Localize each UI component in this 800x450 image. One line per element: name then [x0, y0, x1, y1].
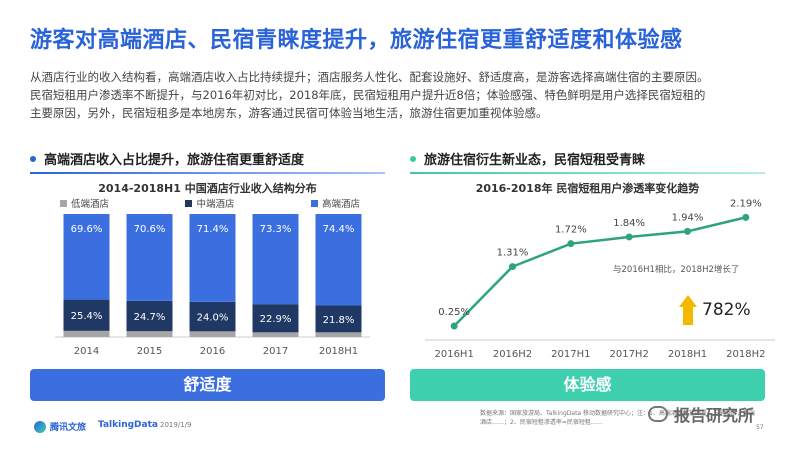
bullet-dot-icon: [410, 155, 416, 162]
left-section-heading-text: 高端酒店收入占比提升，旅游住宿更重舒适度: [44, 153, 305, 168]
right-section-heading: 旅游住宿衍生新业态，民宿短租受青睐: [410, 149, 645, 168]
intro-line-3: 主要原因，另外，民宿短租多是本地房东，游客通过民宿可体验当地生活，旅游住宿更加重…: [30, 106, 548, 120]
bar-data-label: 71.4%: [197, 224, 229, 235]
experience-banner: 体验感: [410, 369, 765, 401]
bar-segment: [189, 214, 236, 302]
growth-annotation: 与2016H1相比，2018H2增长了: [613, 265, 740, 275]
bar-data-label: 24.0%: [197, 313, 229, 324]
bar-segment: [252, 332, 299, 337]
line-data-label: 2.19%: [730, 198, 762, 209]
bar-segment: [63, 330, 110, 337]
bar-x-tick-label: 2016: [200, 346, 225, 357]
tencent-travel-logo: 腾讯文旅: [34, 420, 86, 433]
bar-data-label: 70.6%: [134, 224, 166, 235]
talkingdata-logo: TalkingData: [98, 420, 158, 430]
bar-data-label: 25.4%: [71, 311, 103, 322]
source-note: 数据来源：国家旅游局、TalkingData 移动数据研究中心；注：1、高端酒店…: [480, 410, 755, 426]
left-section-heading: 高端酒店收入占比提升，旅游住宿更重舒适度: [30, 149, 304, 168]
bar-segment: [252, 304, 299, 333]
intro-line-2: 民宿短租用户渗透率不断提升，与2016年初对比，2018年底，民宿短租用户提升近…: [30, 88, 706, 102]
watermark-text: 报告研究所: [674, 406, 755, 425]
line-data-label: 1.84%: [613, 218, 645, 229]
line-x-tick-label: 2018H2: [726, 349, 765, 360]
bar-segment: [315, 332, 362, 337]
line-x-tick-label: 2016H2: [493, 349, 532, 360]
bar-data-label: 73.3%: [260, 224, 292, 235]
legend-label-high: 高端酒店: [321, 199, 360, 210]
intro-line-1: 从酒店行业的收入结构看，高端酒店收入占比持续提升；酒店服务人性化、配套设施好、舒…: [30, 70, 709, 84]
bar-data-label: 22.9%: [260, 314, 292, 325]
bar-x-tick-label: 2015: [137, 346, 162, 357]
bar-data-label: 24.7%: [134, 312, 166, 323]
arrow-up-icon: [679, 295, 697, 325]
line-x-tick-label: 2018H1: [668, 349, 707, 360]
bar-segment: [189, 331, 236, 337]
bar-chart-title: 2014-2018H1 中国酒店行业收入结构分布: [98, 182, 317, 195]
legend-label-low: 低端酒店: [71, 199, 110, 210]
bar-segment: [126, 300, 173, 332]
bar-x-tick-label: 2014: [74, 346, 99, 357]
comfort-banner: 舒适度: [30, 369, 385, 401]
legend-item-high: 高端酒店: [310, 196, 360, 210]
bar-x-tick-label: 2017: [263, 346, 288, 357]
right-section-divider: [410, 172, 765, 174]
tencent-logo-text: 腾讯文旅: [50, 423, 87, 433]
bullet-dot-icon: [30, 155, 36, 162]
bar-data-label: 74.4%: [323, 224, 355, 235]
bar-segment: [126, 331, 173, 337]
wechat-icon: [648, 406, 668, 422]
bar-segment: [315, 305, 362, 333]
line-data-label: 1.72%: [555, 225, 587, 236]
legend-item-low: 低端酒店: [60, 196, 109, 210]
tencent-logo-icon: [34, 420, 46, 433]
bar-x-tick-label: 2018H1: [319, 346, 358, 357]
bar-segment: [126, 214, 173, 301]
footer-date: 2019/1/9: [160, 421, 192, 429]
legend-label-mid: 中端酒店: [196, 199, 235, 210]
bar-data-label: 21.8%: [323, 315, 355, 326]
bar-chart-legend: 低端酒店 中端酒店 高端酒店: [60, 196, 360, 210]
legend-swatch-low: [60, 199, 67, 207]
page-number: 57: [756, 424, 764, 431]
line-point: [509, 263, 516, 271]
right-section-heading-text: 旅游住宿衍生新业态，民宿短租受青睐: [424, 153, 646, 168]
line-series: [453, 216, 747, 327]
line-point: [742, 213, 750, 221]
line-data-label: 1.31%: [497, 248, 529, 259]
intro-paragraph: 从酒店行业的收入结构看，高端酒店收入占比持续提升；酒店服务人性化、配套设施好、舒…: [30, 68, 775, 122]
growth-value: 782%: [702, 300, 751, 320]
watermark: 报告研究所: [648, 402, 754, 426]
bar-segment: [315, 214, 362, 306]
legend-swatch-high: [310, 199, 318, 207]
line-point: [567, 240, 575, 248]
page-title: 游客对高端酒店、民宿青睐度提升，旅游住宿更重舒适度和体验感: [30, 28, 683, 53]
line-point: [450, 322, 458, 330]
line-data-label: 0.25%: [438, 307, 470, 318]
line-point: [684, 227, 691, 235]
legend-item-mid: 中端酒店: [185, 196, 235, 210]
bar-segment: [252, 214, 299, 305]
line-data-label: 1.94%: [672, 212, 704, 223]
line-point: [625, 233, 633, 241]
left-section-divider: [30, 172, 385, 174]
bar-data-label: 69.6%: [71, 224, 103, 235]
line-x-tick-label: 2017H2: [609, 349, 648, 360]
legend-swatch-mid: [185, 199, 193, 207]
bar-segment: [63, 214, 110, 300]
bar-segment: [189, 301, 236, 332]
line-chart-title: 2016-2018年 民宿短租用户渗透率变化趋势: [475, 182, 700, 195]
bar-segment: [63, 299, 110, 331]
line-x-tick-label: 2016H1: [434, 349, 473, 360]
line-x-tick-label: 2017H1: [551, 349, 590, 360]
